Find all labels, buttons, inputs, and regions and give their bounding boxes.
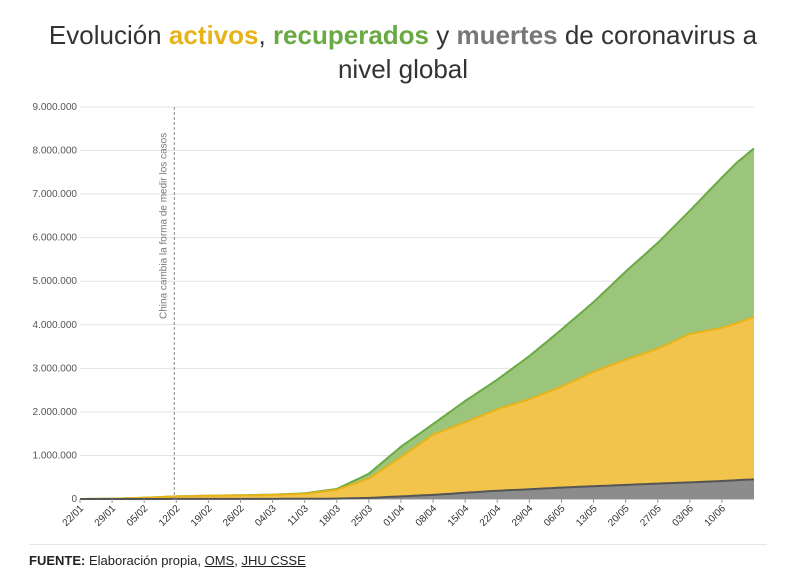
chart-title: Evolución activos, recuperados y muertes… [20, 18, 786, 86]
area-muertes [80, 479, 754, 499]
line-muertes [80, 478, 755, 500]
x-tick-label: 10/06 [703, 503, 729, 529]
y-tick-label: 5.000.000 [33, 276, 78, 287]
title-recuperados: recuperados [272, 20, 430, 50]
title-part: Evolución [48, 20, 169, 50]
jhu-csse-link[interactable]: JHU CSSE [241, 553, 306, 568]
y-tick-label: 7.000.000 [33, 189, 78, 200]
x-tick-label: 26/02 [221, 503, 247, 529]
x-tick-label: 05/02 [125, 503, 151, 529]
y-tick-label: 8.000.000 [33, 146, 78, 157]
title-part: de coronavirus a nivel global [337, 20, 758, 84]
footer-sep: , [234, 553, 242, 568]
x-tick-label: 12/02 [157, 503, 183, 529]
x-tick-label: 19/02 [189, 503, 215, 529]
x-tick-label: 18/03 [317, 503, 343, 529]
y-tick-label: 3.000.000 [33, 363, 78, 374]
y-tick-label: 1.000.000 [33, 450, 78, 461]
areas [80, 147, 755, 500]
x-tick-label: 13/05 [574, 503, 600, 529]
x-tick-label: 03/06 [670, 503, 696, 529]
x-tick-label: 22/04 [478, 503, 504, 529]
x-tick-label: 15/04 [446, 503, 472, 529]
x-tick-label: 27/05 [638, 503, 664, 529]
annotation-text: China cambia la forma de medir los casos [158, 133, 169, 319]
area-activos [80, 316, 754, 499]
x-tick-label: 25/03 [350, 503, 376, 529]
title-part: y [429, 20, 457, 50]
footer-source: FUENTE: Elaboración propia, OMS, JHU CSS… [29, 553, 306, 568]
y-tick-label: 4.000.000 [33, 320, 78, 331]
x-tick-label: 01/04 [382, 503, 408, 529]
annotation: China cambia la forma de medir los casos [158, 107, 175, 499]
x-tick-label: 22/01 [61, 503, 87, 529]
x-tick-label: 11/03 [286, 503, 311, 528]
x-tick-label: 08/04 [414, 503, 440, 529]
footer-text: Elaboración propia, [85, 553, 205, 568]
footer-label: FUENTE: [29, 553, 86, 568]
title-activos: activos [168, 20, 259, 50]
x-tick-label: 06/05 [542, 503, 568, 529]
x-tick-label: 04/03 [253, 503, 279, 529]
title-part: , [258, 20, 273, 50]
y-axis: 0 1.000.000 2.000.000 3.000.000 4.000.000 5.0… [33, 102, 78, 505]
y-tick-label: 0 [71, 494, 77, 505]
x-tick-label: 20/05 [606, 503, 632, 529]
footer-divider [29, 544, 767, 545]
line-activos [80, 315, 755, 500]
oms-link[interactable]: OMS [204, 553, 235, 568]
title-muertes: muertes [456, 20, 558, 50]
y-tick-label: 2.000.000 [33, 407, 78, 418]
x-tick-label: 29/01 [93, 503, 119, 529]
y-tick-label: 9.000.000 [33, 102, 78, 113]
x-axis: 22/01 29/01 05/02 12/02 19/02 26/02 04/03 11/03… [61, 499, 729, 529]
x-tick-label: 29/04 [510, 503, 536, 529]
y-tick-label: 6.000.000 [33, 233, 78, 244]
